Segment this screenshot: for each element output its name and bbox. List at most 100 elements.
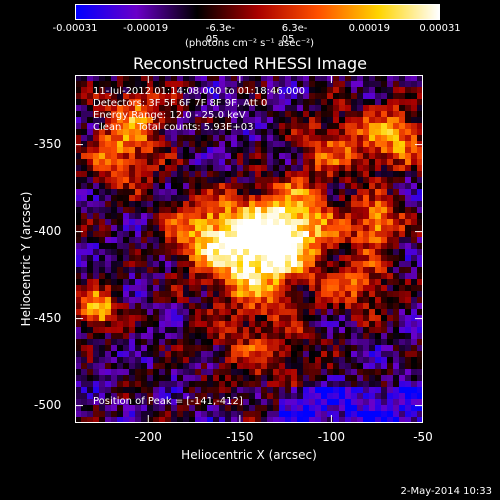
heatmap-cell xyxy=(105,243,112,250)
heatmap-cell xyxy=(141,273,148,280)
heatmap-cell xyxy=(189,129,196,136)
heatmap-cell xyxy=(183,189,190,196)
heatmap-cell xyxy=(363,357,370,364)
heatmap-cell xyxy=(393,99,400,106)
heatmap-cell xyxy=(327,279,334,286)
heatmap-cell xyxy=(381,87,388,94)
heatmap-cell xyxy=(75,117,82,124)
heatmap-cell xyxy=(363,273,370,280)
heatmap-cell xyxy=(93,327,100,334)
heatmap-cell xyxy=(135,237,142,244)
heatmap-cell xyxy=(159,273,166,280)
heatmap-cell xyxy=(387,327,394,334)
heatmap-cell xyxy=(249,231,256,238)
heatmap-cell xyxy=(255,177,262,184)
heatmap-cell xyxy=(369,327,376,334)
heatmap-cell xyxy=(183,375,190,382)
heatmap-cell xyxy=(141,195,148,202)
heatmap-cell xyxy=(183,75,190,82)
heatmap-cell xyxy=(417,219,423,226)
heatmap-cell xyxy=(357,87,364,94)
heatmap-cell xyxy=(189,369,196,376)
heatmap-cell xyxy=(255,117,262,124)
heatmap-cell xyxy=(255,201,262,208)
heatmap-cell xyxy=(297,339,304,346)
heatmap-cell xyxy=(273,111,280,118)
heatmap-cell xyxy=(303,207,310,214)
heatmap-cell xyxy=(87,333,94,340)
heatmap-cell xyxy=(387,303,394,310)
heatmap-cell xyxy=(339,351,346,358)
heatmap-cell xyxy=(357,171,364,178)
heatmap-cell xyxy=(381,189,388,196)
heatmap-cell xyxy=(75,183,82,190)
heatmap-cell xyxy=(195,327,202,334)
heatmap-cell xyxy=(159,297,166,304)
heatmap-cell xyxy=(141,207,148,214)
heatmap-cell xyxy=(399,387,406,394)
x-axis-label: Heliocentric X (arcsec) xyxy=(181,448,317,462)
heatmap-cell xyxy=(237,213,244,220)
heatmap-cell xyxy=(255,345,262,352)
heatmap-cell xyxy=(399,285,406,292)
heatmap-cell xyxy=(93,141,100,148)
heatmap-cell xyxy=(387,111,394,118)
heatmap-cell xyxy=(105,141,112,148)
heatmap-cell xyxy=(261,237,268,244)
heatmap-cell xyxy=(279,339,286,346)
heatmap-cell xyxy=(315,141,322,148)
heatmap-cell xyxy=(237,147,244,154)
heatmap-cell xyxy=(327,381,334,388)
heatmap-cell xyxy=(135,417,142,423)
heatmap-cell xyxy=(177,177,184,184)
heatmap-cell xyxy=(147,189,154,196)
heatmap-cell xyxy=(285,393,292,400)
colorbar-tick-label: -0.00031 xyxy=(52,23,98,34)
heatmap-cell xyxy=(261,195,268,202)
heatmap-cell xyxy=(327,231,334,238)
heatmap-cell xyxy=(315,117,322,124)
heatmap-cell xyxy=(111,147,118,154)
heatmap-cell xyxy=(393,261,400,268)
heatmap-cell xyxy=(123,267,130,274)
heatmap-cell xyxy=(165,255,172,262)
heatmap-cell xyxy=(333,369,340,376)
heatmap-cell xyxy=(255,225,262,232)
heatmap-cell xyxy=(207,153,214,160)
heatmap-cell xyxy=(219,345,226,352)
heatmap-cell xyxy=(351,345,358,352)
heatmap-cell xyxy=(213,225,220,232)
heatmap-cell xyxy=(357,159,364,166)
heatmap-cell xyxy=(135,87,142,94)
heatmap-cell xyxy=(147,213,154,220)
heatmap-cell xyxy=(297,363,304,370)
heatmap-cell xyxy=(237,315,244,322)
heatmap-cell xyxy=(105,165,112,172)
heatmap-cell xyxy=(333,315,340,322)
heatmap-cell xyxy=(177,105,184,112)
heatmap-cell xyxy=(171,279,178,286)
heatmap-cell xyxy=(309,399,316,406)
heatmap-cell xyxy=(75,387,82,394)
heatmap-cell xyxy=(81,273,88,280)
heatmap-cell xyxy=(249,105,256,112)
heatmap-cell xyxy=(123,321,130,328)
heatmap-cell xyxy=(219,357,226,364)
heatmap-cell xyxy=(375,411,382,418)
heatmap-cell xyxy=(93,231,100,238)
heatmap-cell xyxy=(75,411,82,418)
heatmap-cell xyxy=(381,81,388,88)
heatmap-cell xyxy=(141,105,148,112)
heatmap-cell xyxy=(291,87,298,94)
heatmap-cell xyxy=(171,165,178,172)
heatmap-cell xyxy=(291,237,298,244)
heatmap-cell xyxy=(207,129,214,136)
heatmap-cell xyxy=(411,105,418,112)
heatmap-cell xyxy=(309,411,316,418)
heatmap-cell xyxy=(117,309,124,316)
heatmap-cell xyxy=(375,123,382,130)
heatmap-cell xyxy=(405,399,412,406)
heatmap-cell xyxy=(111,267,118,274)
heatmap-cell xyxy=(291,195,298,202)
heatmap-cell xyxy=(249,135,256,142)
